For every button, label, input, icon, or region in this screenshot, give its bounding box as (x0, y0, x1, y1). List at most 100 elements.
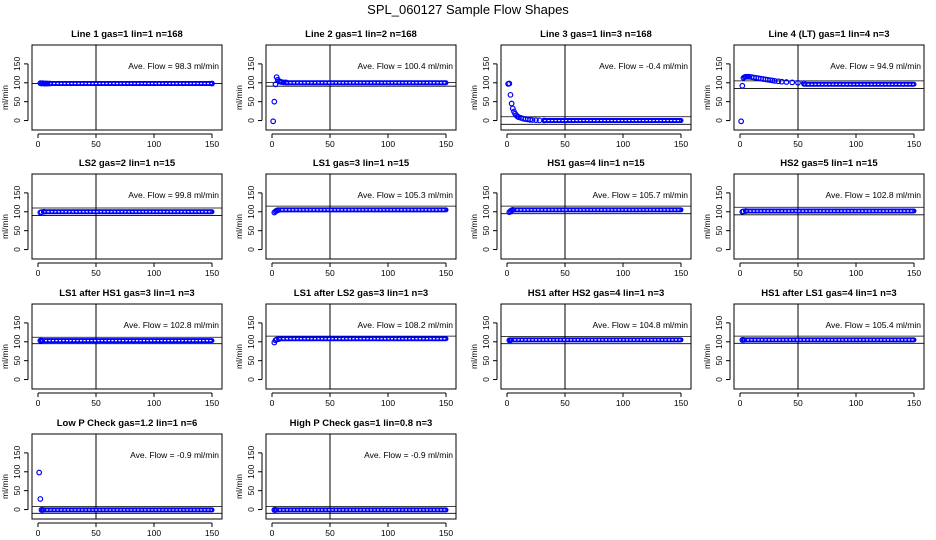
x-tick-label: 50 (793, 398, 803, 408)
x-tick-label: 100 (147, 398, 161, 408)
y-tick-label: 50 (246, 356, 256, 366)
y-tick-label: 50 (714, 356, 724, 366)
y-tick-label: 100 (12, 204, 22, 218)
x-tick-label: 0 (270, 398, 275, 408)
data-point (509, 105, 516, 112)
x-tick-label: 0 (505, 398, 510, 408)
data-point (270, 118, 277, 125)
y-tick-label: 100 (714, 334, 724, 348)
x-tick-label: 50 (325, 268, 335, 278)
x-tick-label: 50 (325, 528, 335, 538)
average-flow-label: Ave. Flow = 104.8 ml/min (592, 320, 688, 330)
y-tick-label: 100 (481, 204, 491, 218)
x-tick-label: 150 (439, 268, 453, 278)
y-tick-label: 0 (714, 247, 724, 252)
y-tick-label: 150 (481, 186, 491, 200)
y-tick-label: 100 (12, 464, 22, 478)
average-flow-label: Ave. Flow = -0.4 ml/min (599, 61, 688, 71)
y-axis-label: ml/min (469, 85, 479, 110)
x-tick-label: 0 (505, 139, 510, 149)
y-tick-label: 0 (246, 118, 256, 123)
y-tick-label: 0 (481, 118, 491, 123)
y-tick-label: 100 (714, 204, 724, 218)
average-flow-label: Ave. Flow = 94.9 ml/min (830, 61, 921, 71)
x-tick-label: 100 (147, 268, 161, 278)
data-point (783, 79, 790, 85)
y-tick-label: 150 (714, 57, 724, 71)
data-point (533, 117, 539, 124)
plot-frame (500, 303, 692, 390)
panel-title: LS2 gas=2 lin=1 n=15 (79, 158, 176, 169)
x-tick-label: 100 (616, 139, 630, 149)
y-tick-label: 50 (481, 97, 491, 107)
x-tick-label: 50 (91, 268, 101, 278)
average-flow-label: Ave. Flow = 108.2 ml/min (357, 320, 453, 330)
plot-frame (265, 433, 457, 520)
plot-frame (265, 173, 457, 260)
y-tick-label: 150 (12, 57, 22, 71)
x-tick-label: 150 (674, 398, 688, 408)
x-tick-label: 0 (270, 139, 275, 149)
plot-frame (265, 44, 457, 131)
figure-title: SPL_060127 Sample Flow Shapes (367, 2, 569, 17)
x-tick-label: 100 (147, 139, 161, 149)
y-tick-label: 100 (246, 204, 256, 218)
y-tick-label: 150 (12, 186, 22, 200)
data-point (271, 98, 278, 105)
x-tick-label: 150 (205, 528, 219, 538)
x-tick-label: 50 (91, 528, 101, 538)
x-tick-label: 0 (270, 528, 275, 538)
data-point (44, 80, 51, 87)
data-point (38, 209, 45, 216)
data-point (738, 118, 745, 125)
y-tick-label: 150 (481, 316, 491, 330)
y-tick-label: 50 (481, 226, 491, 236)
data-point (38, 337, 45, 344)
panel-9: LS1 after HS1 gas=3 lin=1 n=3 Ave. Flow =… (0, 288, 223, 408)
y-tick-label: 50 (246, 486, 256, 496)
average-flow-label: Ave. Flow = 102.8 ml/min (123, 320, 219, 330)
panel-11: HS1 after HS2 gas=4 lin=1 n=3 Ave. Flow =… (469, 288, 692, 408)
y-axis-label: ml/min (234, 85, 244, 110)
x-tick-label: 100 (616, 398, 630, 408)
y-tick-label: 150 (246, 446, 256, 460)
y-tick-label: 100 (246, 75, 256, 89)
y-axis-label: ml/min (0, 344, 10, 369)
x-tick-label: 100 (849, 139, 863, 149)
data-point (280, 79, 287, 86)
data-point (739, 82, 746, 89)
average-flow-label: Ave. Flow = 98.3 ml/min (128, 61, 219, 71)
x-tick-label: 150 (205, 398, 219, 408)
panel-1: Line 1 gas=1 lin=1 n=168 Ave. Flow = 98.3… (0, 29, 223, 149)
data-point (272, 81, 279, 88)
y-axis-label: ml/min (702, 214, 712, 239)
y-tick-label: 0 (246, 507, 256, 512)
x-tick-label: 0 (738, 398, 743, 408)
x-tick-label: 0 (36, 528, 41, 538)
average-flow-label: Ave. Flow = 100.4 ml/min (357, 61, 453, 71)
panel-3: Line 3 gas=1 lin=3 n=168 Ave. Flow = -0.4… (469, 29, 692, 149)
y-tick-label: 0 (714, 377, 724, 382)
x-tick-label: 150 (439, 528, 453, 538)
data-point (529, 117, 536, 123)
y-tick-label: 150 (714, 316, 724, 330)
average-flow-label: Ave. Flow = -0.9 ml/min (130, 450, 219, 460)
data-point (39, 507, 46, 513)
data-point (36, 469, 43, 476)
data-point (740, 208, 747, 215)
x-tick-label: 0 (738, 139, 743, 149)
y-tick-label: 50 (246, 226, 256, 236)
y-tick-label: 100 (714, 75, 724, 89)
data-point (40, 208, 47, 215)
x-tick-label: 150 (907, 268, 921, 278)
x-tick-label: 100 (381, 268, 395, 278)
y-tick-label: 150 (246, 316, 256, 330)
data-point (272, 507, 279, 513)
x-tick-label: 50 (560, 398, 570, 408)
average-flow-label: Ave. Flow = 99.8 ml/min (128, 190, 219, 200)
y-tick-label: 50 (12, 356, 22, 366)
y-tick-label: 100 (12, 75, 22, 89)
x-tick-label: 150 (205, 139, 219, 149)
data-point (273, 336, 280, 343)
